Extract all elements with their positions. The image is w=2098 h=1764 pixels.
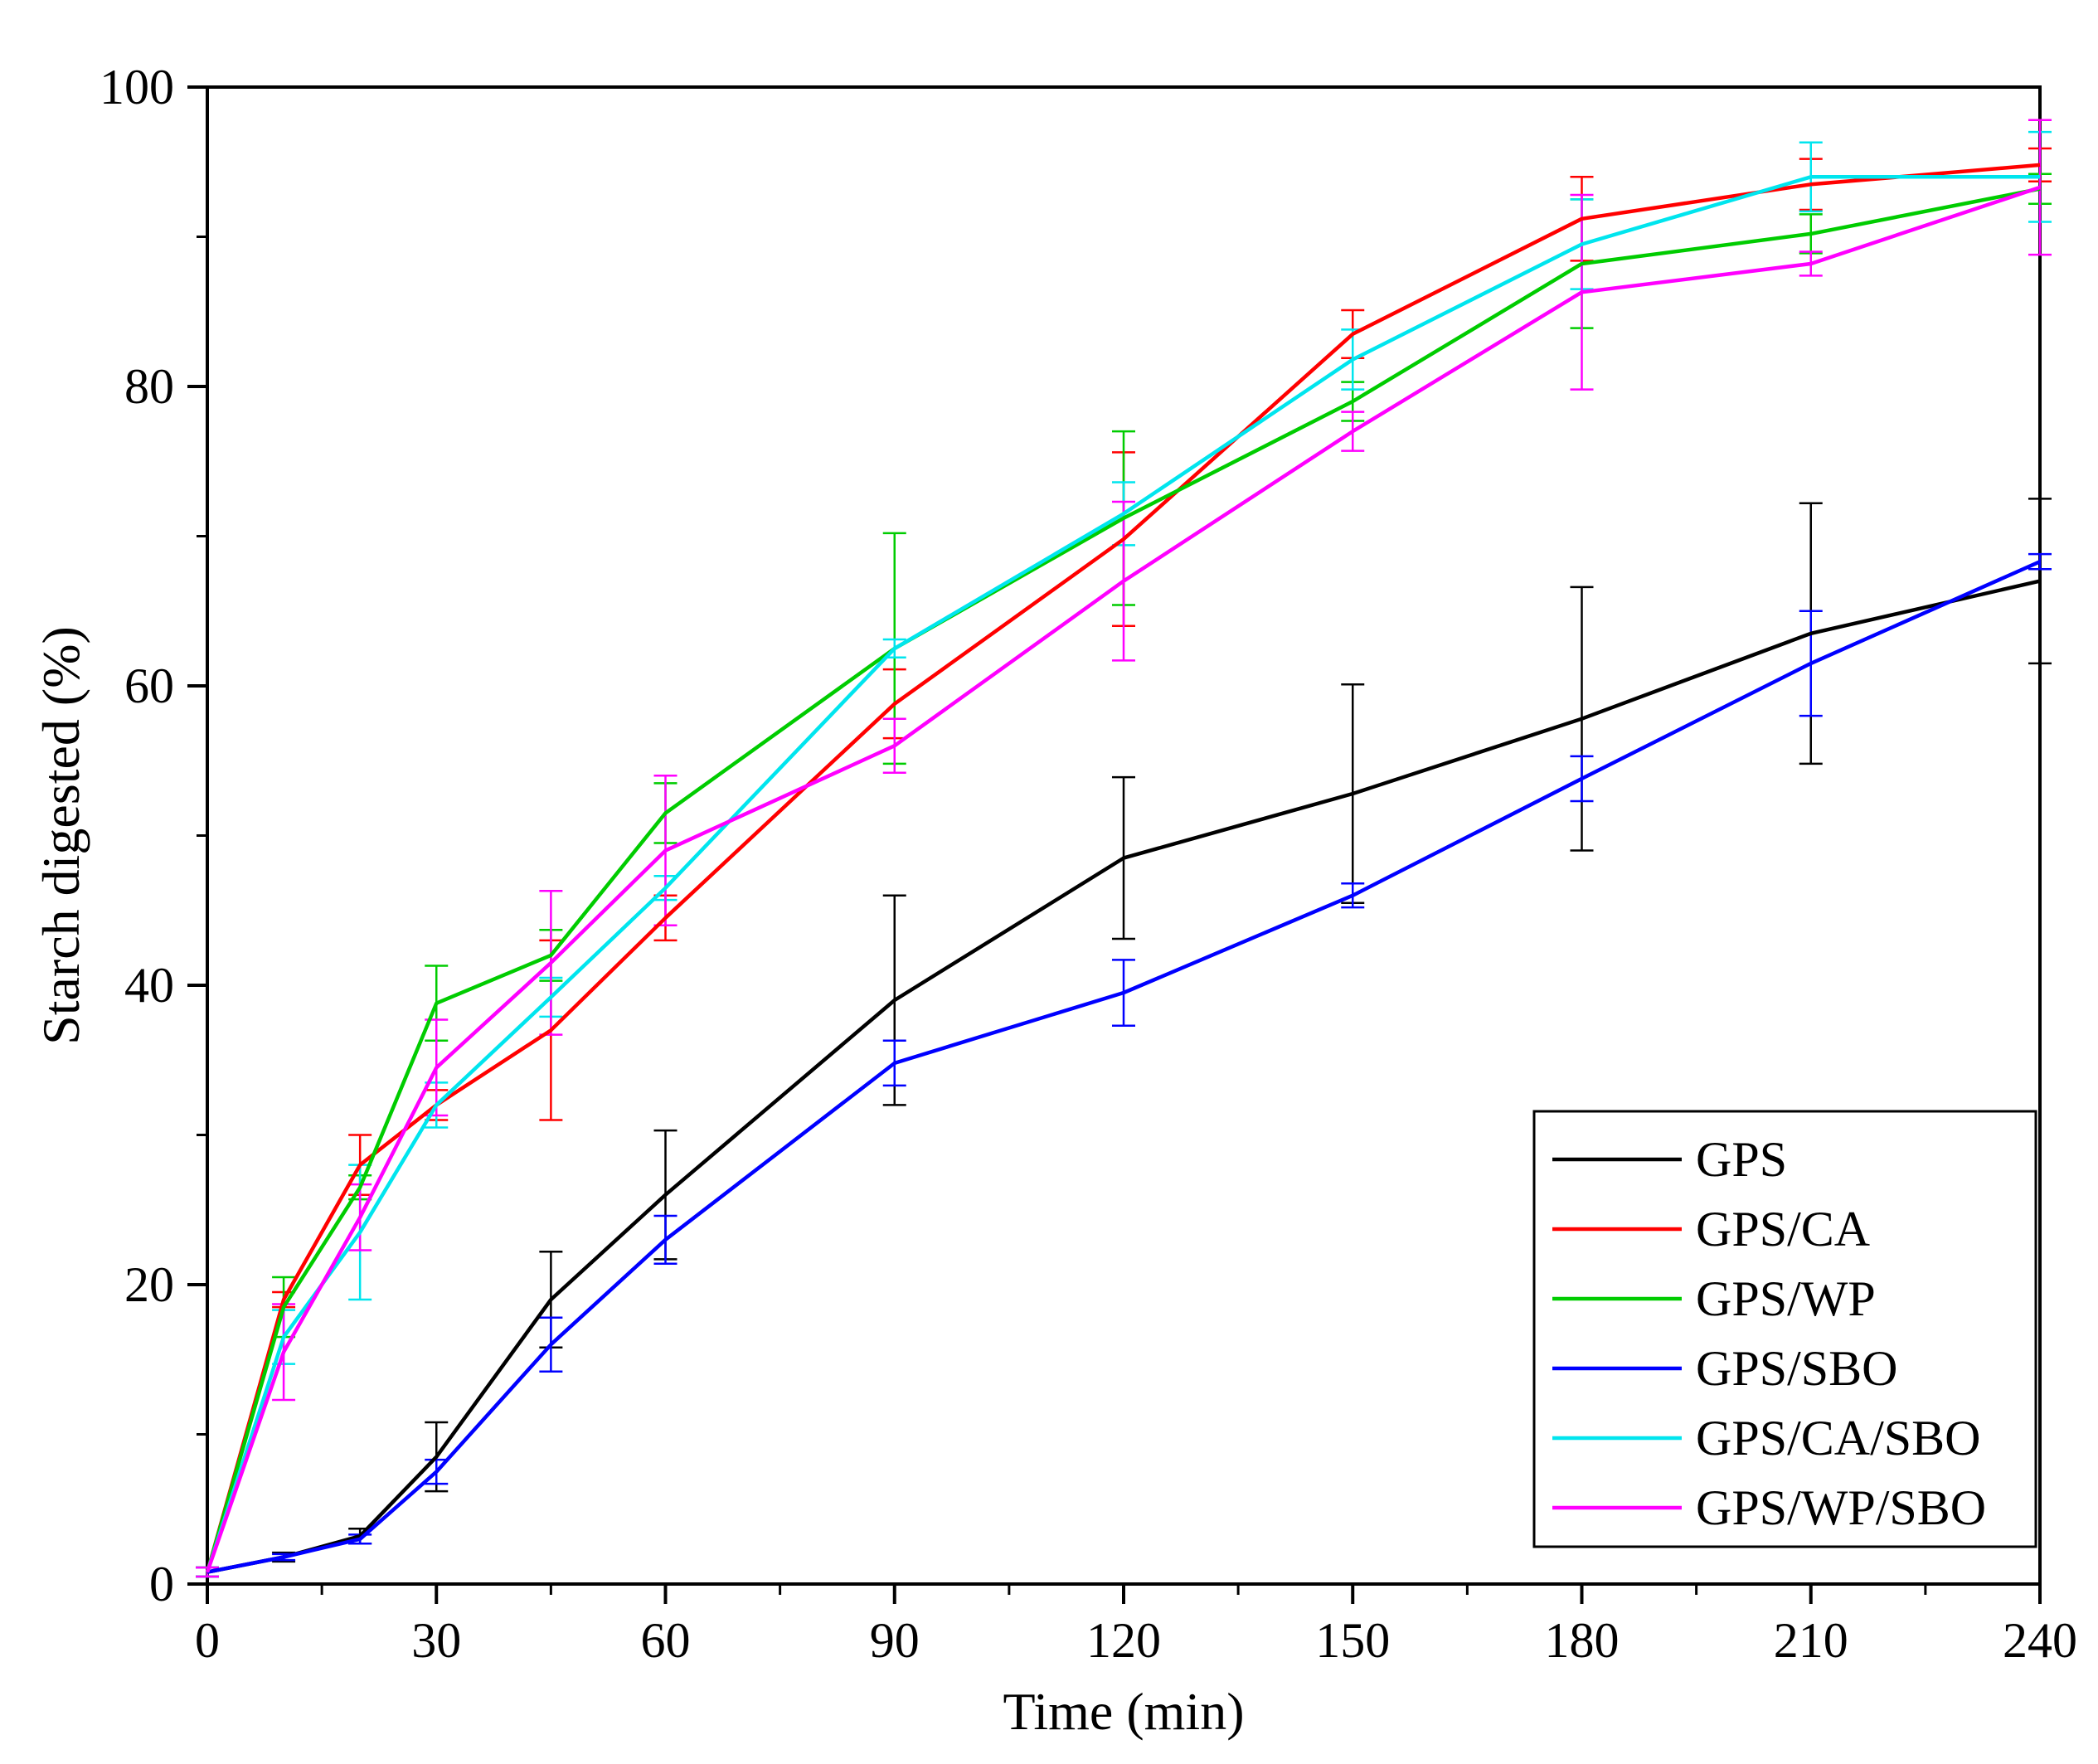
series-lines (205, 163, 2041, 1574)
legend-label: GPS/WP/SBO (1696, 1480, 1986, 1535)
y-axis-title: Starch digested (%) (32, 626, 90, 1045)
series-line-gps-ca (205, 163, 2041, 1573)
x-tick-label: 150 (1315, 1613, 1390, 1668)
x-tick-label: 240 (2003, 1613, 2077, 1668)
x-tick-label: 210 (1774, 1613, 1848, 1668)
y-tick-label: 0 (149, 1557, 174, 1611)
series-line-gps-wp (205, 187, 2041, 1573)
x-tick-label: 0 (195, 1613, 220, 1668)
y-tick-label: 20 (124, 1257, 174, 1312)
legend-label: GPS/CA (1696, 1202, 1870, 1256)
y-tick-label: 80 (124, 359, 174, 414)
x-tick-label: 120 (1086, 1613, 1161, 1668)
x-tick-label: 30 (411, 1613, 461, 1668)
y-tick-label: 100 (100, 60, 174, 114)
series-line-gps (206, 579, 2041, 1574)
legend-box (1532, 1110, 2037, 1548)
series-line-gps-ca-sbo (205, 175, 2040, 1573)
series-line-gps-sbo (206, 560, 2041, 1574)
legend-label: GPS (1696, 1132, 1787, 1187)
axis-ticks: 0 30 60 90 120 150 180 210 240 0 20 40 60 80 100 (100, 60, 2077, 1668)
y-tick-label: 60 (124, 658, 174, 713)
legend-label: GPS/WP (1696, 1271, 1876, 1326)
legend-label: GPS/CA/SBO (1696, 1411, 1980, 1465)
x-axis-title: Time (min) (1003, 1682, 1245, 1741)
x-tick-label: 60 (641, 1613, 691, 1668)
x-tick-label: 90 (870, 1613, 920, 1668)
legend-label: GPS/SBO (1696, 1341, 1897, 1396)
y-tick-label: 40 (124, 958, 174, 1013)
series-line-gps-wp-sbo (205, 185, 2041, 1573)
legend: GPS GPS/CA GPS/WP GPS/SBO GPS/CA/SBO GPS/WP/S… (1532, 1110, 2037, 1548)
x-tick-label: 180 (1545, 1613, 1620, 1668)
